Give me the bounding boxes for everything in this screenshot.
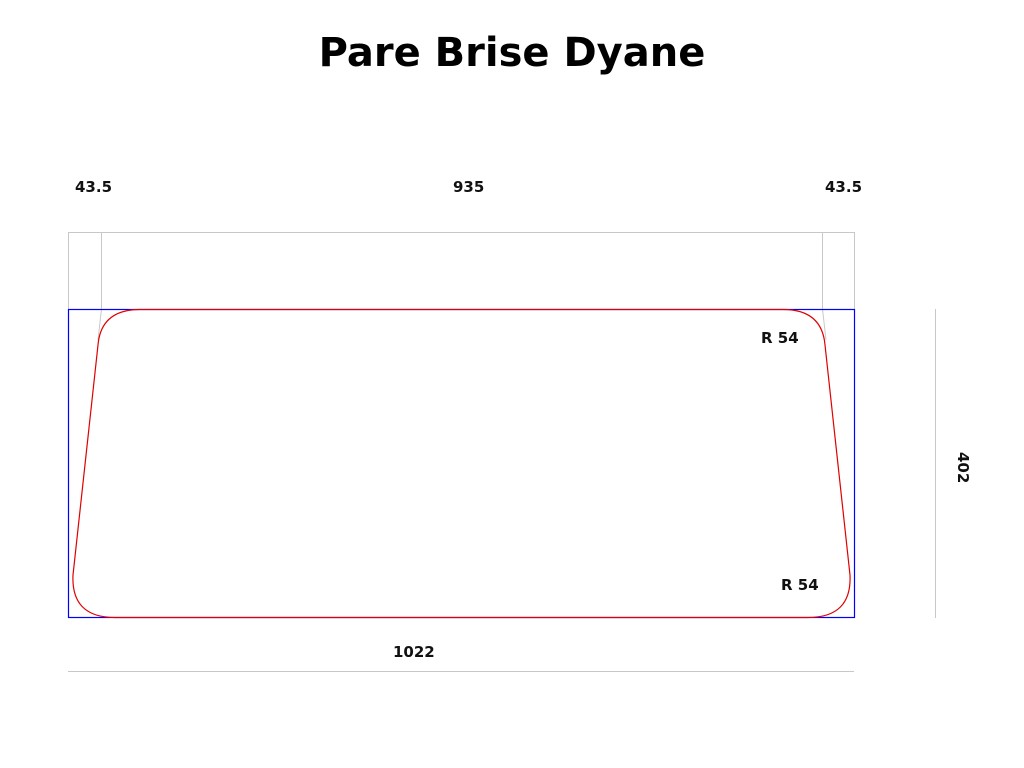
dimension-lines [68,232,936,672]
extension-line-left-slope [97,308,102,341]
height-label: 402 [954,452,972,484]
top-width-label: 935 [453,178,485,196]
radius-top-label: R 54 [761,329,799,347]
bottom-width-label: 1022 [393,643,435,661]
windshield-outline [72,308,851,619]
extension-line-right-slope [822,308,827,341]
radius-bottom-label: R 54 [781,576,819,594]
bounding-box [67,308,856,619]
page-title: Pare Brise Dyane [318,30,706,76]
right-offset-label: 43.5 [825,178,863,196]
left-offset-label: 43.5 [75,178,113,196]
